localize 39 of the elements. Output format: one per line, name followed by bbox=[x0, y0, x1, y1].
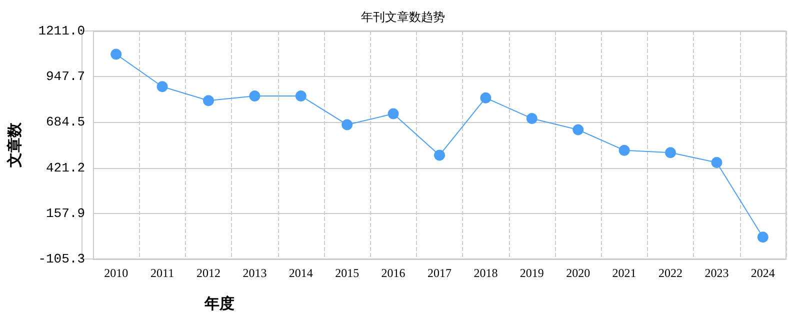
y-axis-title: 文章数 bbox=[6, 122, 24, 168]
y-tick-label: 157.9 bbox=[46, 206, 85, 221]
point bbox=[618, 144, 630, 156]
x-tick-label: 2014 bbox=[288, 266, 313, 280]
point bbox=[757, 232, 768, 243]
y-tick-label: -105.3 bbox=[38, 252, 85, 266]
point bbox=[249, 90, 260, 102]
y-tick-label: 684.5 bbox=[46, 114, 85, 130]
chart-title: 年刊文章数趋势 bbox=[361, 10, 445, 24]
x-tick-label: 2024 bbox=[750, 266, 775, 280]
point bbox=[480, 92, 492, 104]
x-tick-label: 2011 bbox=[150, 266, 174, 280]
point bbox=[295, 90, 306, 102]
point bbox=[388, 108, 399, 120]
x-tick-label: 2019 bbox=[520, 266, 544, 280]
x-tick-label: 2016 bbox=[381, 266, 406, 280]
point bbox=[156, 81, 168, 92]
y-tick-label: 421.2 bbox=[46, 160, 85, 176]
point bbox=[203, 95, 214, 106]
y-tick-label: 947.7 bbox=[46, 69, 85, 84]
point bbox=[711, 156, 722, 168]
x-tick-label: 2013 bbox=[242, 266, 267, 280]
x-tick-label: 2021 bbox=[612, 266, 636, 280]
x-tick-label: 2018 bbox=[474, 266, 498, 280]
x-tick-label: 2017 bbox=[428, 266, 452, 280]
x-tick-label: 2020 bbox=[566, 266, 590, 280]
x-tick-label: 2010 bbox=[104, 266, 128, 280]
y-tick-label: 1211.0 bbox=[38, 24, 85, 38]
point bbox=[572, 124, 584, 136]
x-tick-label: 2022 bbox=[658, 266, 682, 280]
x-tick-label: 2023 bbox=[704, 266, 729, 280]
x-tick-label: 2012 bbox=[196, 266, 220, 280]
point bbox=[434, 150, 445, 161]
point bbox=[110, 48, 122, 60]
point bbox=[342, 119, 353, 130]
x-tick-label: 2015 bbox=[335, 266, 360, 280]
x-axis-title: 年度 bbox=[204, 294, 234, 312]
point bbox=[665, 147, 676, 158]
point bbox=[526, 112, 538, 124]
